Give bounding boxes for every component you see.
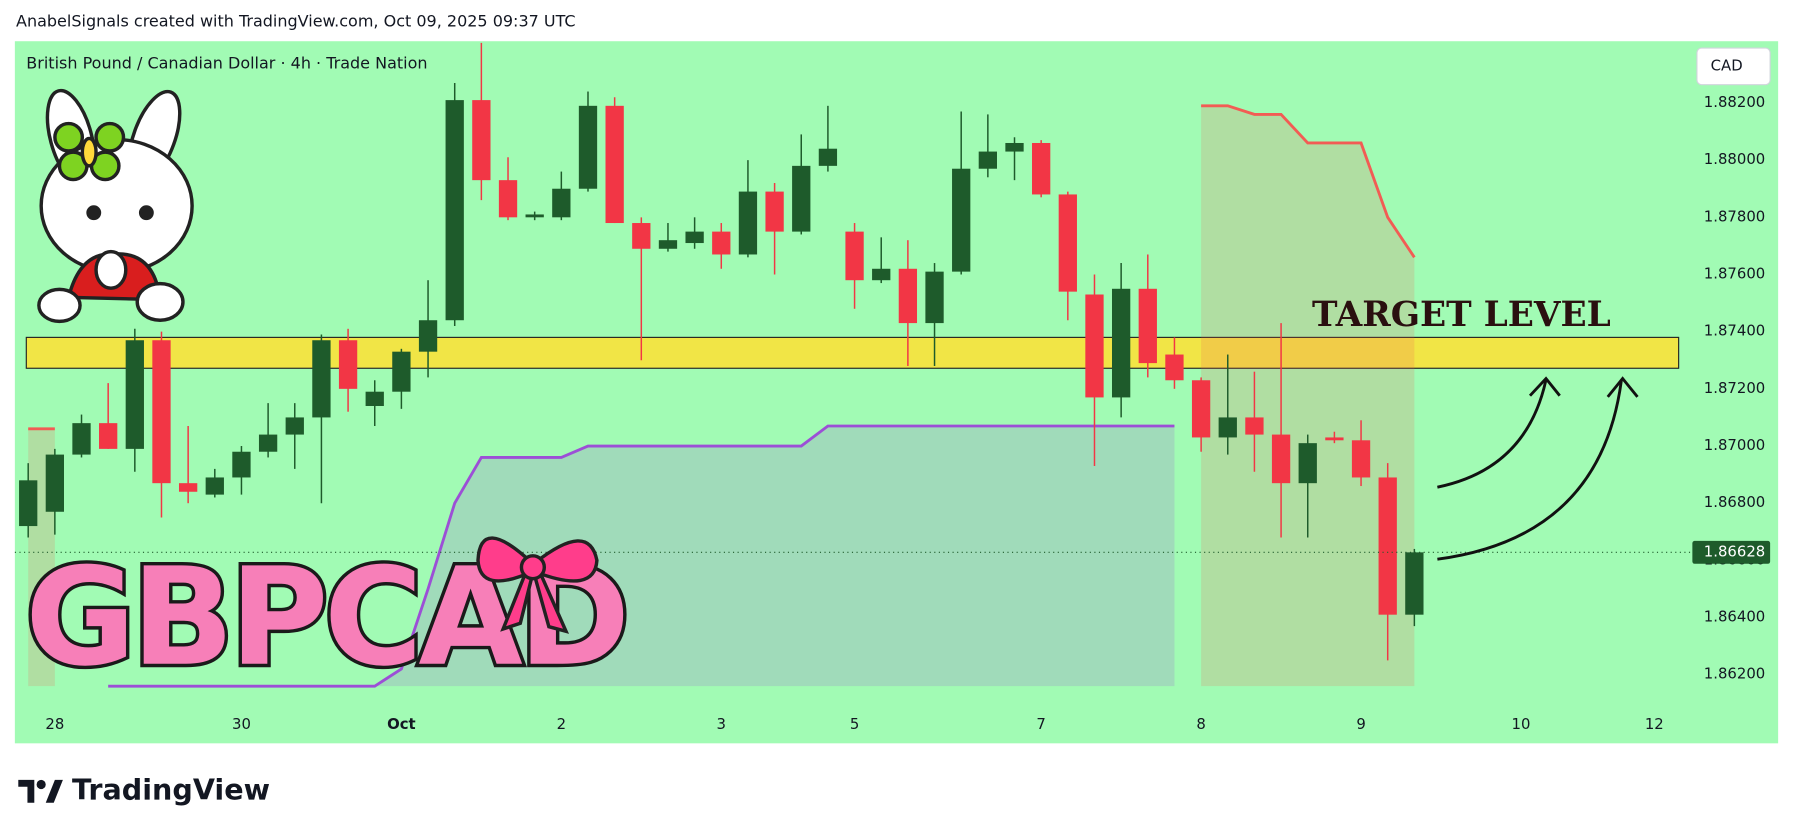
candle-body	[792, 165, 811, 232]
y-tick-label: 1.87000	[1704, 436, 1765, 454]
candle-body	[1218, 417, 1237, 438]
candle-body	[472, 100, 491, 181]
bunny-sticker	[37, 88, 194, 324]
y-tick-label: 1.87800	[1704, 207, 1765, 225]
x-tick-label: Oct	[387, 715, 416, 733]
candle-body	[978, 151, 997, 169]
candle-body	[19, 480, 38, 527]
x-tick-label: 3	[717, 715, 726, 733]
x-tick-label: 30	[232, 715, 251, 733]
candle-body	[1058, 194, 1077, 292]
candle-body	[738, 191, 758, 255]
currency-label: CAD	[1711, 56, 1743, 74]
y-tick-label: 1.88200	[1704, 93, 1765, 111]
candle-body	[498, 180, 518, 218]
candle-body	[1245, 417, 1264, 435]
y-tick-label: 1.86800	[1704, 493, 1765, 511]
candle-body	[898, 268, 918, 324]
x-tick-label: 12	[1645, 715, 1664, 733]
candle-body	[605, 105, 624, 224]
last-price-badge	[1692, 540, 1771, 564]
candle-body	[952, 168, 971, 272]
candle-body	[1298, 443, 1317, 484]
candle-body	[1111, 288, 1131, 398]
candle-body	[99, 423, 118, 449]
candle-body	[1005, 142, 1024, 152]
x-tick-label: 9	[1356, 715, 1365, 733]
candle-body	[205, 477, 224, 495]
candle-body	[72, 423, 91, 455]
candle-body	[818, 148, 838, 166]
caption: AnabelSignals created with TradingView.c…	[16, 11, 576, 30]
candle-body	[578, 105, 598, 189]
candle-body	[338, 340, 358, 389]
candle-body	[285, 417, 304, 435]
candle-body	[632, 223, 651, 249]
zone-label: TARGET LEVEL	[1312, 295, 1611, 335]
x-tick-label: 2	[557, 715, 566, 733]
candle-body	[312, 340, 331, 418]
candle-body	[418, 320, 438, 352]
candle-body	[1271, 434, 1291, 484]
x-tick-label: 8	[1196, 715, 1205, 733]
candle-body	[178, 483, 198, 492]
indicator-fill	[1201, 105, 1415, 687]
candle-body	[1032, 142, 1051, 195]
candle-body	[552, 188, 571, 218]
x-tick-label: 7	[1036, 715, 1045, 733]
candle-body	[1351, 440, 1371, 478]
candle-body	[445, 100, 464, 321]
chart-title: British Pound / Canadian Dollar · 4h · T…	[26, 54, 427, 73]
watermark: GBPCAD	[25, 539, 625, 696]
indicator-line	[28, 104, 1416, 431]
bow-sticker	[476, 536, 599, 634]
x-tick-label: 5	[850, 715, 859, 733]
candle-body	[258, 434, 278, 452]
candle-body	[392, 351, 411, 392]
brand: TradingView	[72, 772, 270, 806]
candle-body	[765, 191, 784, 232]
plot-background	[14, 41, 1779, 744]
candle-body	[925, 271, 944, 324]
currency-badge	[1696, 47, 1771, 86]
y-tick-label: 1.87200	[1704, 379, 1765, 397]
x-tick-label: 10	[1512, 715, 1531, 733]
candle-body	[685, 231, 704, 244]
y-tick-label: 1.86400	[1704, 608, 1765, 626]
y-tick-label: 1.88000	[1704, 150, 1765, 168]
candle-body	[658, 240, 678, 249]
x-tick-label: 28	[45, 715, 64, 733]
candle-body	[1405, 552, 1424, 615]
candle-body	[1165, 354, 1184, 381]
candle-body	[232, 451, 251, 478]
y-tick-label: 1.86200	[1704, 665, 1765, 683]
y-tick-label: 1.87400	[1704, 322, 1765, 340]
target-zone	[25, 336, 1680, 369]
last-price-label: 1.86628	[1704, 542, 1765, 560]
arrow-annotations	[1437, 376, 1639, 561]
candle-body	[45, 454, 64, 512]
indicator-fill	[108, 426, 1175, 687]
candle-body	[872, 268, 891, 281]
candle-body	[1138, 288, 1157, 364]
candle-body	[845, 231, 864, 281]
candle-body	[152, 340, 171, 484]
y-tick-label: 1.87600	[1704, 264, 1765, 282]
candle-body	[1325, 437, 1344, 441]
plot-layer: TARGET LEVEL GBPCAD British Pound / Canadi…	[14, 42, 1771, 733]
logo	[18, 779, 63, 803]
candle-body	[525, 214, 544, 218]
candle-body	[1191, 380, 1211, 438]
candle-body	[712, 231, 731, 255]
candle-body	[1378, 477, 1397, 615]
candle-body	[125, 340, 144, 449]
indicator-line	[108, 424, 1175, 688]
candle-body	[1085, 294, 1104, 398]
candle-body	[365, 391, 384, 406]
